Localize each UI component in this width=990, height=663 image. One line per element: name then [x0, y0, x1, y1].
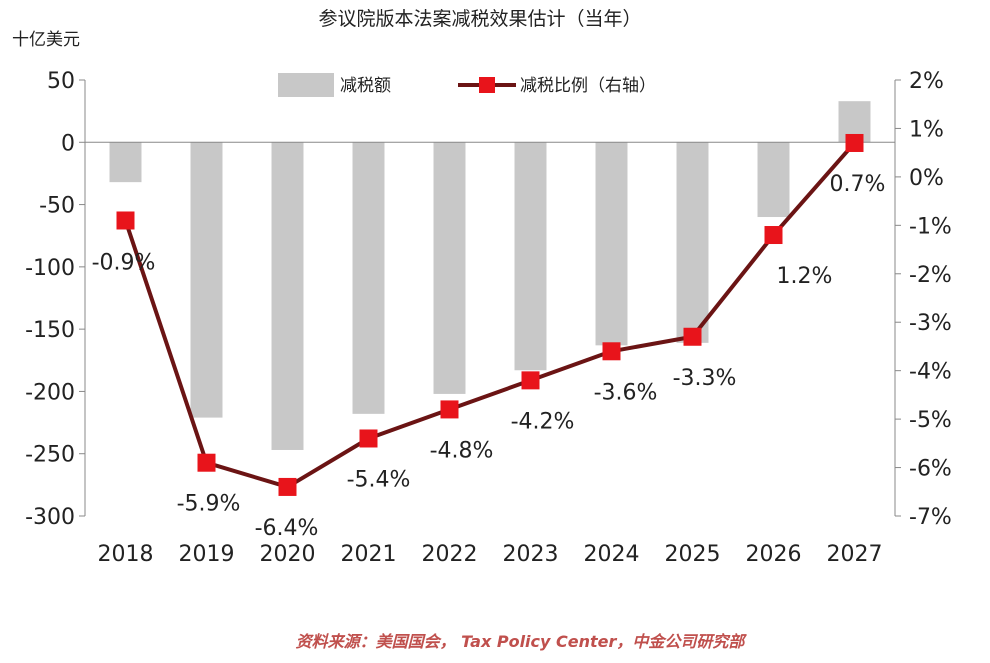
x-tick-label: 2021: [341, 542, 397, 567]
ratio-marker-2023: [521, 371, 540, 390]
right-tick-label: -5%: [909, 408, 952, 433]
ratio-marker-2026: [764, 226, 783, 245]
right-tick-label: 2%: [909, 69, 944, 94]
legend-bar-swatch: [278, 73, 334, 97]
data-label: -5.4%: [347, 467, 411, 492]
data-label: -4.8%: [430, 438, 494, 463]
data-label: 1.2%: [777, 264, 833, 289]
legend-line-label: 减税比例（右轴）: [520, 76, 656, 96]
data-label: -3.3%: [673, 366, 737, 391]
x-tick-label: 2026: [746, 542, 802, 567]
left-tick-label: -150: [25, 318, 75, 343]
x-tick-label: 2025: [665, 542, 721, 567]
ratio-marker-2025: [683, 327, 702, 346]
data-label: -3.6%: [594, 380, 658, 405]
bar-2026: [757, 142, 790, 218]
chart-title: 参议院版本法案减税效果估计（当年）: [318, 8, 641, 30]
left-tick-label: -250: [25, 443, 75, 468]
left-tick-label: 0: [61, 131, 75, 156]
ratio-marker-2022: [440, 400, 459, 419]
source-note: 资料来源：美国国会， Tax Policy Center，中金公司研究部: [296, 632, 748, 651]
bar-2024: [595, 142, 628, 346]
left-axis-unit: 十亿美元: [12, 30, 80, 50]
legend-line-marker: [479, 77, 495, 93]
right-tick-label: 1%: [909, 117, 944, 142]
left-tick-label: 50: [47, 69, 75, 94]
left-tick-label: -200: [25, 380, 75, 405]
ratio-marker-2024: [602, 342, 621, 361]
x-tick-label: 2023: [503, 542, 559, 567]
line-series: [116, 133, 864, 496]
left-tick-label: -300: [25, 505, 75, 530]
legend: 减税额 减税比例（右轴）: [278, 73, 656, 97]
bar-2020: [271, 142, 304, 450]
ratio-marker-2019: [197, 453, 216, 472]
legend-bar-label: 减税额: [340, 76, 391, 96]
right-tick-label: -4%: [909, 360, 952, 385]
data-label: -0.9%: [92, 250, 156, 275]
data-labels: -0.9% -5.9% -6.4% -5.4% -4.8% -4.2% -3.6% -3.3%…: [92, 172, 886, 541]
tick-labels: 50 0 -50 -100 -150 -200 -250 -300 2% 1% 0% -1% -2% -3…: [25, 69, 952, 567]
right-tick-label: -2%: [909, 263, 952, 288]
axes: [79, 79, 901, 517]
left-tick-label: -50: [39, 194, 75, 219]
ratio-line: [123, 141, 857, 489]
x-tick-label: 2027: [827, 542, 883, 567]
right-tick-label: -6%: [909, 457, 952, 482]
bar-2025: [676, 142, 709, 343]
ratio-marker-2027: [845, 133, 864, 152]
x-tick-label: 2020: [260, 542, 316, 567]
x-tick-label: 2019: [179, 542, 235, 567]
ratio-marker-2021: [359, 429, 378, 448]
bar-2021: [352, 142, 385, 414]
data-label: -5.9%: [177, 492, 241, 517]
ratio-marker-2020: [278, 477, 297, 496]
right-tick-label: -1%: [909, 214, 952, 239]
right-tick-label: -3%: [909, 311, 952, 336]
right-tick-label: -7%: [909, 505, 952, 530]
bar-series: [109, 101, 871, 450]
data-label: -4.2%: [511, 409, 575, 434]
bar-2022: [433, 142, 466, 394]
x-tick-label: 2018: [98, 542, 154, 567]
right-tick-label: 0%: [909, 166, 944, 191]
ratio-marker-2018: [116, 211, 135, 230]
bar-2019: [190, 142, 223, 418]
bar-2018: [109, 142, 142, 183]
data-label: 0.7%: [830, 172, 886, 197]
data-label: -6.4%: [255, 516, 319, 541]
x-tick-label: 2024: [584, 542, 640, 567]
left-tick-label: -100: [25, 256, 75, 281]
x-tick-label: 2022: [422, 542, 478, 567]
bar-2023: [514, 142, 547, 371]
